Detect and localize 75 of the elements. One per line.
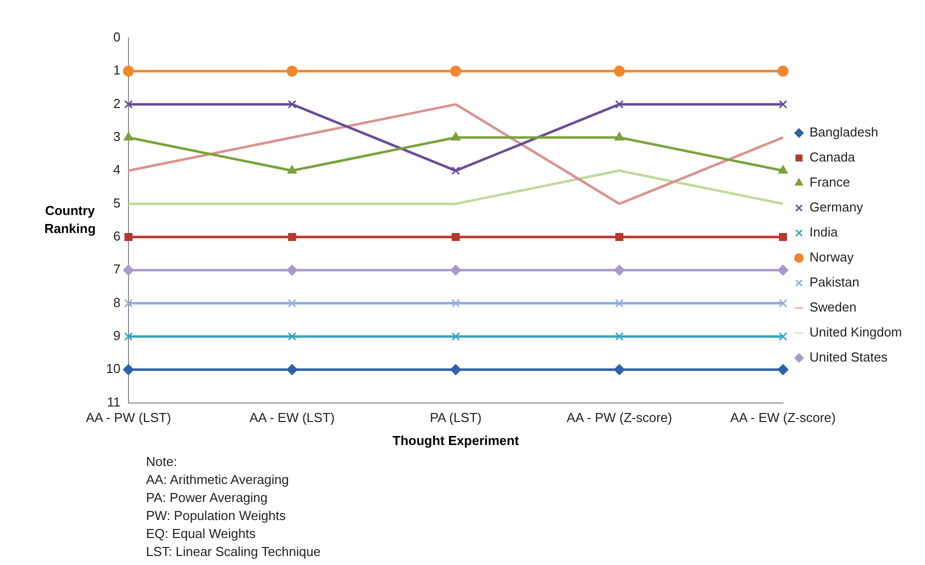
text: PW: Population Weights [146,507,287,525]
point [124,299,133,308]
point [615,332,624,341]
legend-label: France [810,174,850,190]
point [778,232,788,242]
point [778,100,788,109]
point [778,364,788,376]
legend-label: India [810,224,838,240]
y-tick-label: 11 [106,394,120,410]
x-tick-label: AA - PW (Z-score) [566,410,672,426]
y-tick-label: 0 [113,30,120,45]
point [450,364,462,376]
point [615,299,624,308]
y-tick-label: 5 [113,195,120,210]
point [778,66,788,77]
point [614,264,625,276]
point [288,299,296,308]
text: Note: [146,453,178,471]
legend-label: United Kingdom [810,324,902,340]
x-tick-label: AA - EW (LST) [249,410,335,426]
x-axis-title: Thought Experiment [392,432,520,448]
legend-label: Pakistan [810,274,860,290]
y-tick-label: 3 [113,129,120,144]
point [450,132,461,140]
y-axis-title: Country Ranking [44,202,96,236]
point [122,364,134,376]
point [778,264,788,276]
legend-label: Canada [810,150,856,165]
text: LST: Linear Scaling Technique [146,543,322,561]
legend-label: Sweden [810,300,856,315]
x-tick-label: AA - PW (LST) [86,410,172,426]
legend-label: United States [810,350,888,365]
point [615,100,624,109]
point [122,264,134,276]
y-tick-label: 1 [113,62,120,78]
point [614,132,624,140]
y-tick-label: 7 [113,262,120,277]
point [452,232,460,242]
point [288,100,296,109]
point [778,299,788,308]
point [614,66,625,77]
y-tick-label: 2 [113,96,120,111]
point [614,364,625,376]
point [451,166,460,175]
point [288,332,296,341]
point [124,232,132,242]
y-tick-label: 10 [106,361,120,376]
point [287,165,297,174]
text: EQ: Equal Weights [146,525,257,543]
legend-label: Germany [810,200,864,215]
point [778,165,788,174]
point [286,66,298,77]
point [124,332,133,341]
point [778,332,788,341]
x-tick-label: PA (LST) [430,410,482,426]
point [288,232,296,242]
point [286,264,298,276]
point [451,332,460,341]
y-tick-label: 8 [113,294,120,310]
point [615,232,624,242]
point [124,132,134,140]
y-tick-label: 4 [113,162,120,178]
x-tick-label: AA - EW (Z-score) [730,410,836,426]
point [124,100,133,109]
point [286,364,298,376]
point [122,66,134,77]
text: AA: Arithmetic Averaging [146,471,290,489]
y-tick-label: 9 [113,328,120,344]
legend-label: Bangladesh [810,124,878,140]
point [451,299,460,308]
text: PA: Power Averaging [146,489,269,507]
point [450,264,462,276]
y-tick-label: 6 [113,228,120,244]
legend-label: Norway [810,250,854,265]
point [450,66,462,77]
